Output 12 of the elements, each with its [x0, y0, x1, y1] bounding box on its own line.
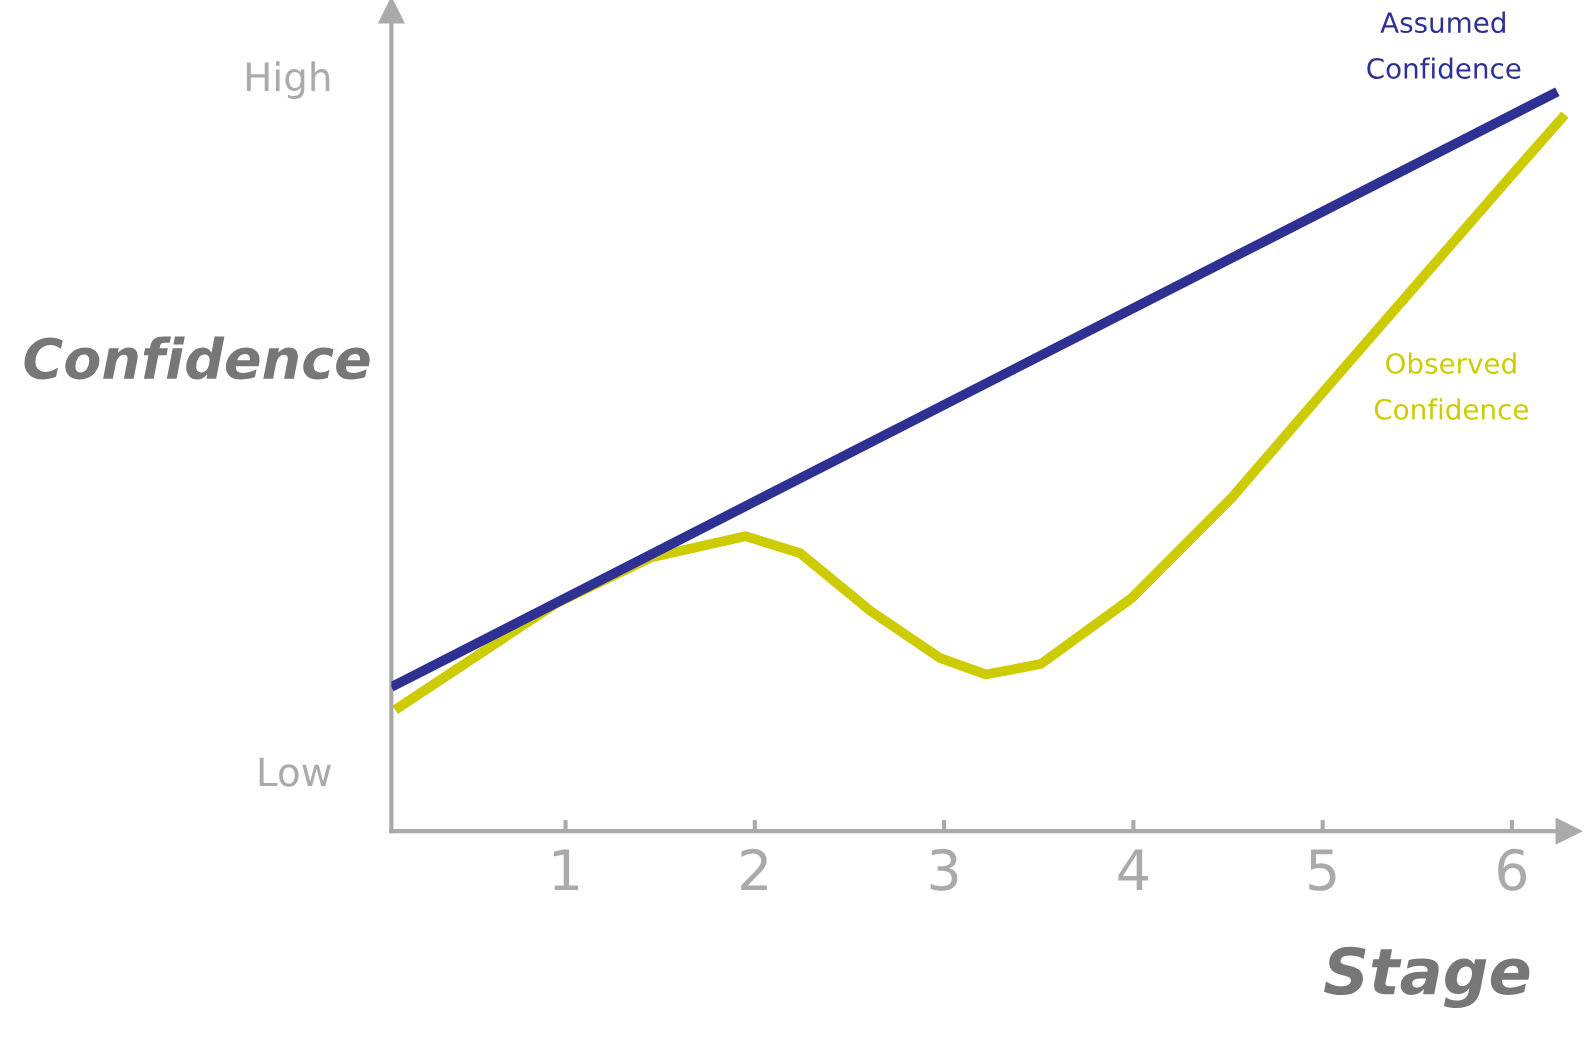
x-tick-label: 1: [553, 849, 579, 891]
text: High: [246, 61, 330, 99]
series-label: Assumed Confidence: [1367, 11, 1521, 79]
x-axis-title: Stage: [1324, 946, 1530, 1008]
x-tick-label: 2: [741, 848, 767, 891]
x-tick-label: 6: [1498, 848, 1527, 891]
series-label: Observed Confidence: [1374, 352, 1528, 420]
x-tick-label: 4: [1118, 849, 1148, 891]
y-axis-title: Confidence: [24, 336, 370, 380]
text: Low: [259, 757, 331, 787]
x-tick-label: 5: [1309, 849, 1336, 891]
x-tick-label: 3: [930, 848, 958, 891]
